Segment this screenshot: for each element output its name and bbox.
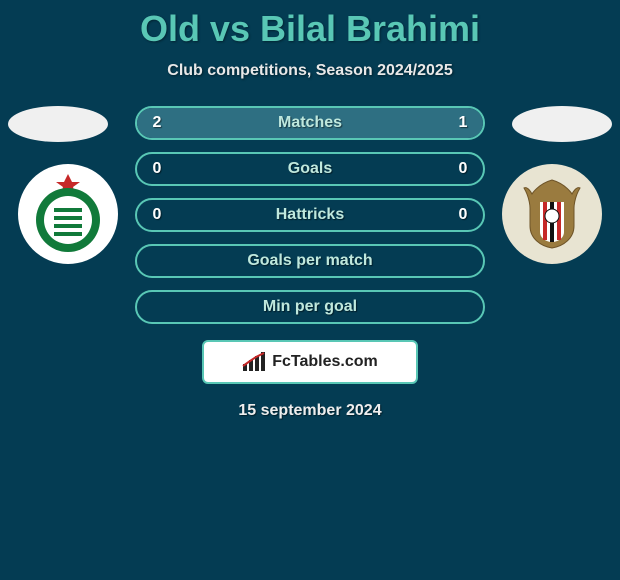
bar-chart-icon (242, 352, 266, 372)
brand-text: FcTables.com (272, 353, 378, 371)
stat-row: Goals per match (135, 244, 485, 278)
club-crest-left-icon (26, 172, 110, 256)
subtitle: Club competitions, Season 2024/2025 (0, 62, 620, 80)
stat-label: Goals per match (137, 252, 483, 270)
stat-label: Matches (177, 114, 443, 132)
stat-rows: 2Matches10Goals00Hattricks0Goals per mat… (135, 106, 485, 324)
stat-value-right: 0 (443, 160, 483, 178)
club-badge-left (18, 164, 118, 264)
date-label: 15 september 2024 (0, 402, 620, 420)
stat-label: Hattricks (177, 206, 443, 224)
stat-row: 0Goals0 (135, 152, 485, 186)
player-photo-left (8, 106, 108, 142)
club-crest-right-icon (512, 174, 592, 254)
stat-value-right: 0 (443, 206, 483, 224)
stat-row: Min per goal (135, 290, 485, 324)
stat-value-left: 0 (137, 206, 177, 224)
page-title: Old vs Bilal Brahimi (0, 0, 620, 50)
stat-label: Goals (177, 160, 443, 178)
stat-label: Min per goal (137, 298, 483, 316)
comparison-panel: 2Matches10Goals00Hattricks0Goals per mat… (0, 106, 620, 420)
stat-value-left: 0 (137, 160, 177, 178)
stat-value-right: 1 (443, 114, 483, 132)
club-badge-right (502, 164, 602, 264)
stat-row: 2Matches1 (135, 106, 485, 140)
stat-row: 0Hattricks0 (135, 198, 485, 232)
player-photo-right (512, 106, 612, 142)
branding-badge[interactable]: FcTables.com (202, 340, 418, 384)
stat-value-left: 2 (137, 114, 177, 132)
